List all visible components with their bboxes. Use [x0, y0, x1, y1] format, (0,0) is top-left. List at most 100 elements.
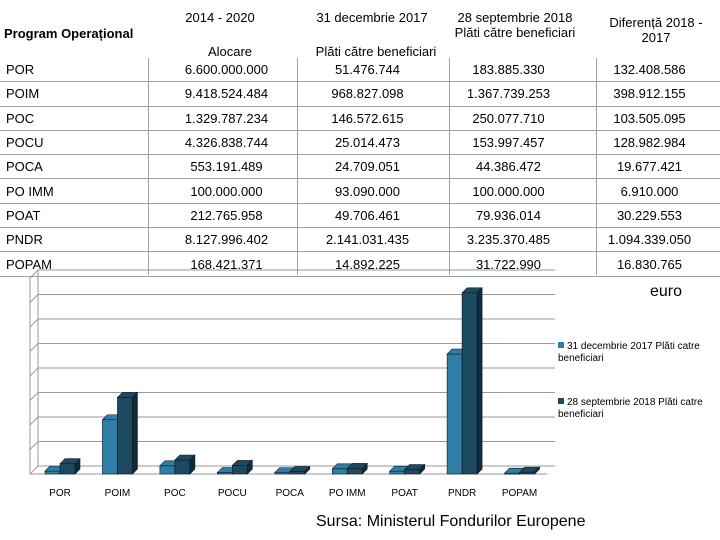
x-tick-label: POAT: [391, 488, 417, 499]
cell-plati_2018: 250.077.710: [438, 106, 579, 131]
cell-alocare: 6.600.000.000: [156, 58, 297, 83]
bar-2018: [59, 457, 81, 475]
legend-label-2017: 31 decembrie 2017 Plăti catre beneficiar…: [558, 341, 700, 364]
cell-plati_2018: 31.722.990: [438, 251, 579, 277]
row-program-name: PO IMM: [0, 178, 156, 204]
cell-plati_2017: 51.476.744: [297, 58, 438, 83]
x-tick-label: POPAM: [502, 488, 537, 499]
header-col4: Diferență 2018 - 2017: [609, 15, 703, 45]
row-program-name: POAT: [0, 203, 156, 229]
cell-alocare: 1.329.787.234: [156, 106, 297, 131]
cell-plati_2017: 93.090.000: [297, 178, 438, 204]
bar-2018: [231, 459, 254, 475]
bar-2018: [116, 391, 139, 475]
legend-item-2017: 31 decembrie 2017 Plăti catre beneficiar…: [558, 341, 708, 365]
cell-plati_2017: 968.827.098: [297, 81, 438, 107]
cell-diferenta: 398.912.155: [579, 81, 720, 107]
legend-label-2018: 28 septembrie 2018 Plăti catre beneficia…: [558, 397, 703, 420]
bar-2018: [461, 287, 483, 475]
cell-plati_2017: 146.572.615: [297, 106, 438, 131]
data-table: POR 6.600.000.000 51.476.744 183.885.330 132…: [0, 58, 720, 277]
table-separator: [449, 58, 450, 275]
legend-swatch-2017: [558, 342, 564, 348]
cell-plati_2018: 153.997.457: [438, 130, 579, 156]
row-program-name: POR: [0, 58, 156, 83]
cell-plati_2017: 2.141.031.435: [297, 227, 438, 253]
row-program-name: POIM: [0, 81, 156, 107]
bar-2018: [403, 463, 426, 475]
gridline: [29, 441, 555, 450]
cell-diferenta: 132.408.586: [579, 58, 720, 83]
bar-2018-front: [289, 471, 306, 475]
x-tick-label: POCU: [218, 488, 247, 499]
legend-swatch-2018: [558, 398, 564, 404]
gridline: [29, 465, 555, 475]
row-program-name: POC: [0, 106, 156, 131]
bar-2018-front: [346, 468, 363, 475]
table-row: POCA 553.191.489 24.709.051 44.386.472 19.67…: [0, 154, 720, 180]
header-col2-top: 31 decembrie 2017: [316, 10, 428, 25]
bar-2018-side: [247, 459, 253, 475]
cell-alocare: 168.421.371: [156, 251, 297, 277]
table-row: POIM 9.418.524.484 968.827.098 1.367.739.25…: [0, 81, 720, 107]
cell-diferenta: 19.677.421: [579, 154, 720, 180]
bar-2017-front: [159, 465, 176, 475]
table-row: POAT 212.765.958 49.706.461 79.936.014 30.22…: [0, 203, 720, 229]
bar-2018-front: [117, 397, 133, 475]
bar-2018-front: [404, 469, 420, 475]
table-row: PNDR 8.127.996.402 2.141.031.435 3.235.370.…: [0, 227, 720, 253]
row-program-name: POCU: [0, 130, 156, 156]
cell-alocare: 553.191.489: [156, 154, 297, 180]
bar-2018-front: [59, 463, 76, 475]
bar-2018: [518, 466, 541, 475]
bar-2017-front: [389, 470, 405, 475]
cell-plati_2018: 44.386.472: [438, 154, 579, 180]
x-tick-label: POIM: [105, 488, 131, 499]
source-note: Sursa: Ministerul Fondurilor Europene: [316, 513, 586, 530]
bar-2018-side: [534, 466, 540, 475]
gridline: [29, 294, 555, 303]
cell-alocare: 4.326.838.744: [156, 130, 297, 156]
cell-plati_2017: 24.709.051: [297, 154, 438, 180]
bar-2018-side: [419, 463, 425, 475]
cell-diferenta: 103.505.095: [579, 106, 720, 131]
bar-2017-front: [102, 419, 118, 475]
legend-item-2018: 28 septembrie 2018 Plăti catre beneficia…: [558, 397, 708, 421]
table-row: POC 1.329.787.234 146.572.615 250.077.710 10…: [0, 106, 720, 131]
bar-2018-front: [174, 459, 191, 475]
cell-plati_2018: 1.367.739.253: [438, 81, 579, 107]
gridline: [29, 343, 555, 352]
gridline: [29, 318, 555, 328]
x-tick-label: PNDR: [448, 488, 476, 499]
header-col1-sub: Alocare: [207, 44, 253, 59]
gridline: [29, 367, 555, 377]
cell-diferenta: 30.229.553: [579, 203, 720, 229]
cell-plati_2018: 3.235.370.485: [438, 227, 579, 253]
bar-2017-front: [446, 353, 463, 475]
bar-2018-side: [476, 287, 483, 475]
cell-diferenta: 1.094.339.050: [579, 227, 720, 253]
table-row: POR 6.600.000.000 51.476.744 183.885.330 132…: [0, 58, 720, 83]
gridline: [29, 269, 555, 279]
cell-alocare: 212.765.958: [156, 203, 297, 229]
cell-plati_2018: 183.885.330: [438, 58, 579, 83]
cell-diferenta: 16.830.765: [579, 251, 720, 277]
gridline: [29, 416, 555, 426]
row-program-name: POCA: [0, 154, 156, 180]
bar-2018: [174, 454, 196, 475]
cell-plati_2017: 14.892.225: [297, 251, 438, 277]
bar-2017-front: [44, 470, 61, 475]
cell-plati_2018: 79.936.014: [438, 203, 579, 229]
table-row: POCU 4.326.838.744 25.014.473 153.997.457 12…: [0, 130, 720, 156]
bar-2018-side: [361, 462, 368, 475]
cell-diferenta: 6.910.000: [579, 178, 720, 204]
header-col2-sub: Plăti către beneficiari: [315, 44, 437, 59]
cell-alocare: 8.127.996.402: [156, 227, 297, 253]
header-col1-top: 2014 - 2020: [185, 10, 255, 25]
table-separator: [596, 58, 597, 275]
bar-2018-front: [461, 292, 478, 475]
table-row: PO IMM 100.000.000 93.090.000 100.000.000 6.…: [0, 178, 720, 204]
table-row: POPAM 168.421.371 14.892.225 31.722.990 16.8…: [0, 251, 720, 277]
row-program-name: PNDR: [0, 227, 156, 253]
